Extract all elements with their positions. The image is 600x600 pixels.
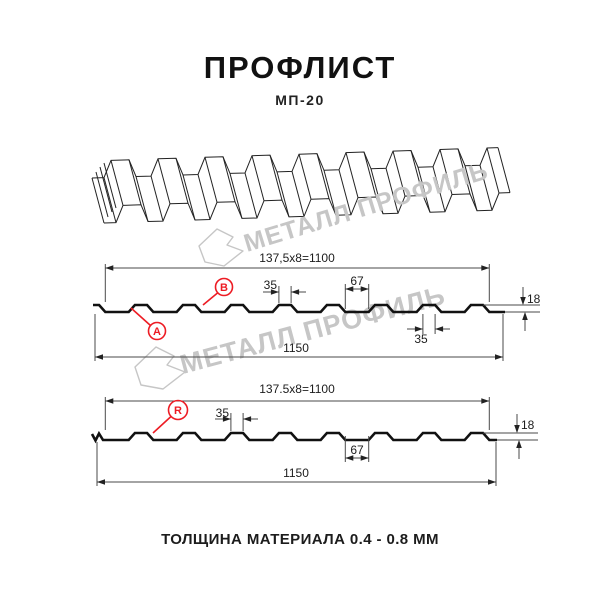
watermark-lower: МЕТАЛЛ ПРОФИЛЬ	[134, 280, 449, 390]
dim-label-pitch-bottom: 137.5x8=1100	[259, 382, 335, 396]
marker-a-letter: A	[153, 326, 161, 338]
marker-b: B	[202, 277, 234, 306]
dim-label-rib-top-2: 35	[216, 406, 230, 420]
dim-label-total-bottom: 1150	[283, 466, 309, 480]
dim-label-pan-2: 67	[350, 443, 364, 457]
marker-b-letter: B	[220, 282, 228, 294]
metal-profil-logo-watermark	[198, 228, 244, 267]
dim-label-total-top: 1150	[283, 341, 309, 355]
cross-sections	[90, 264, 540, 486]
sheet-3d-view	[91, 147, 511, 224]
dim-label-height: 18	[527, 292, 541, 306]
metal-profil-logo-watermark	[134, 346, 186, 390]
page-title: ПРОФЛИСТ	[203, 50, 397, 85]
dim-label-pitch-top: 137,5x8=1100	[259, 251, 335, 265]
marker-r-letter: R	[174, 405, 182, 417]
watermark-text: МЕТАЛЛ ПРОФИЛЬ	[177, 280, 449, 380]
marker-r: R	[152, 399, 189, 434]
marker-a: A	[130, 307, 167, 341]
page-subtitle: МП-20	[275, 92, 325, 108]
material-thickness-note: ТОЛЩИНА МАТЕРИАЛА 0.4 - 0.8 ММ	[161, 531, 439, 548]
dim-label-rib-top: 35	[264, 278, 278, 292]
dim-label-height-2: 18	[521, 418, 535, 432]
dim-label-pan: 67	[350, 274, 364, 288]
dim-label-rib-bottom: 35	[414, 332, 428, 346]
